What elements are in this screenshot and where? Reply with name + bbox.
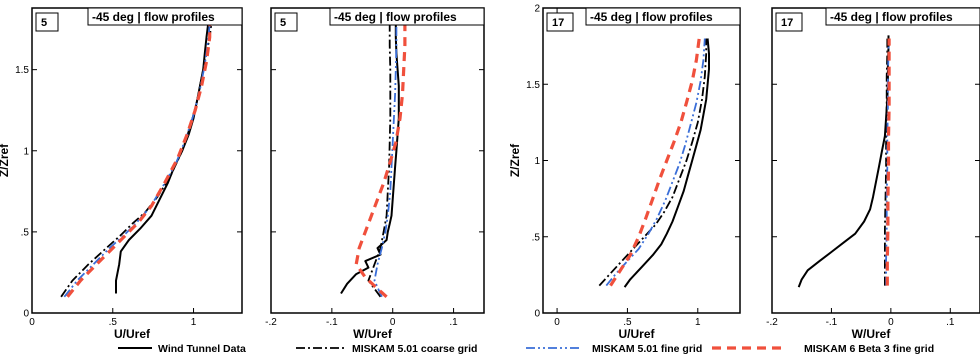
- y-tick-label: .5: [532, 232, 541, 243]
- panel-tag: 5: [41, 17, 47, 29]
- x-tick-label: -.2: [766, 317, 778, 328]
- x-axis-title: W/Uref: [353, 327, 393, 341]
- series-line-2: [367, 17, 392, 298]
- legend-label: MISKAM 5.01 coarse grid: [352, 343, 477, 355]
- panel-title: -45 deg | flow profiles: [830, 10, 953, 24]
- y-tick-label: 0: [534, 309, 540, 320]
- series-line-4: [354, 21, 407, 298]
- series-group: [797, 35, 891, 288]
- panel-tag-box: [274, 12, 298, 32]
- series-line-3: [605, 38, 706, 287]
- legend-item-4: MISKAM 6 Beta 3 fine grid: [712, 343, 934, 355]
- x-tick-label: .5: [109, 317, 118, 328]
- x-tick-label: .1: [946, 317, 955, 328]
- panel-title: -45 deg | flow profiles: [334, 10, 457, 24]
- panel-3: 0 .5 1 0 .5 1 1.5 2 17 -45 deg | flow profiles U/U…: [508, 4, 741, 341]
- panel-tag: 5: [280, 17, 286, 29]
- x-tick-label: 0: [29, 317, 35, 328]
- x-tick-label: 0: [554, 317, 560, 328]
- x-axis-title: U/Uref: [114, 327, 151, 341]
- plot-frame: [771, 7, 980, 314]
- panel-tag-box: [546, 12, 574, 32]
- legend-item-1: Wind Tunnel Data: [118, 343, 246, 355]
- panel-title: -45 deg | flow profiles: [590, 10, 713, 24]
- series-line-2: [598, 38, 708, 287]
- x-tick-label: 0: [390, 317, 396, 328]
- legend: Wind Tunnel Data MISKAM 5.01 coarse grid M…: [118, 343, 934, 355]
- legend-label: Wind Tunnel Data: [158, 343, 246, 355]
- panel-title: -45 deg | flow profiles: [92, 10, 215, 24]
- panel-title-box: [329, 7, 485, 26]
- series-line-4: [885, 38, 891, 286]
- y-tick-label: 1: [534, 156, 540, 167]
- series-line-4: [609, 38, 701, 287]
- series-line-3: [885, 38, 890, 286]
- y-tick-label: .5: [21, 227, 30, 238]
- series-line-2: [884, 38, 889, 286]
- y-axis-title: Z/Zref: [0, 143, 11, 177]
- panel-tag-box: [775, 12, 803, 32]
- x-tick-label: -.2: [265, 317, 277, 328]
- panel-title-box: [825, 7, 980, 26]
- x-tick-label: 1: [695, 317, 701, 328]
- panel-tag: 17: [781, 17, 793, 29]
- panel-title-box: [585, 7, 741, 26]
- y-tick-label: 1: [23, 146, 29, 157]
- x-axis-title: U/Uref: [618, 327, 655, 341]
- series-line-3: [373, 17, 398, 298]
- plot-frame: [31, 7, 243, 314]
- series-line-1: [340, 17, 400, 295]
- legend-item-3: MISKAM 5.01 fine grid: [526, 343, 702, 355]
- legend-item-2: MISKAM 5.01 coarse grid: [296, 343, 477, 355]
- panel-4: -.2 -.1 0 .1 17 -45 deg | flow profiles W/Uref: [766, 7, 980, 341]
- y-axis-title: Z/Zref: [508, 143, 522, 177]
- legend-label: MISKAM 5.01 fine grid: [592, 343, 702, 355]
- y-tick-label: 1.5: [526, 80, 540, 91]
- y-tick-label: 0: [23, 309, 29, 320]
- x-tick-label: -.1: [826, 317, 838, 328]
- series-group: [340, 17, 407, 298]
- series-line-1: [623, 38, 710, 288]
- series-line-4: [66, 15, 212, 298]
- series-group: [598, 38, 710, 288]
- legend-label: MISKAM 6 Beta 3 fine grid: [804, 343, 934, 355]
- x-tick-label: .5: [623, 317, 632, 328]
- y-tick-label: 2: [534, 4, 540, 15]
- panel-tag-box: [35, 12, 59, 32]
- panel-2: -.2 -.1 0 .1 5 -45 deg | flow profiles W/Uref: [265, 7, 485, 341]
- panel-1: 0 .5 1 0 .5 1 1.5 5 -45 deg | flow profiles U/Ure…: [0, 7, 243, 341]
- x-axis-title: W/Uref: [852, 327, 892, 341]
- x-tick-label: 0: [888, 317, 894, 328]
- panel-title-box: [87, 7, 243, 26]
- plot-frame: [270, 7, 485, 314]
- x-tick-label: -.1: [326, 317, 338, 328]
- x-tick-label: 1: [191, 317, 197, 328]
- panel-tag: 17: [552, 17, 564, 29]
- plot-frame: [542, 7, 741, 314]
- series-group: [60, 14, 213, 298]
- x-tick-label: .1: [449, 317, 458, 328]
- y-tick-label: 1.5: [15, 65, 29, 76]
